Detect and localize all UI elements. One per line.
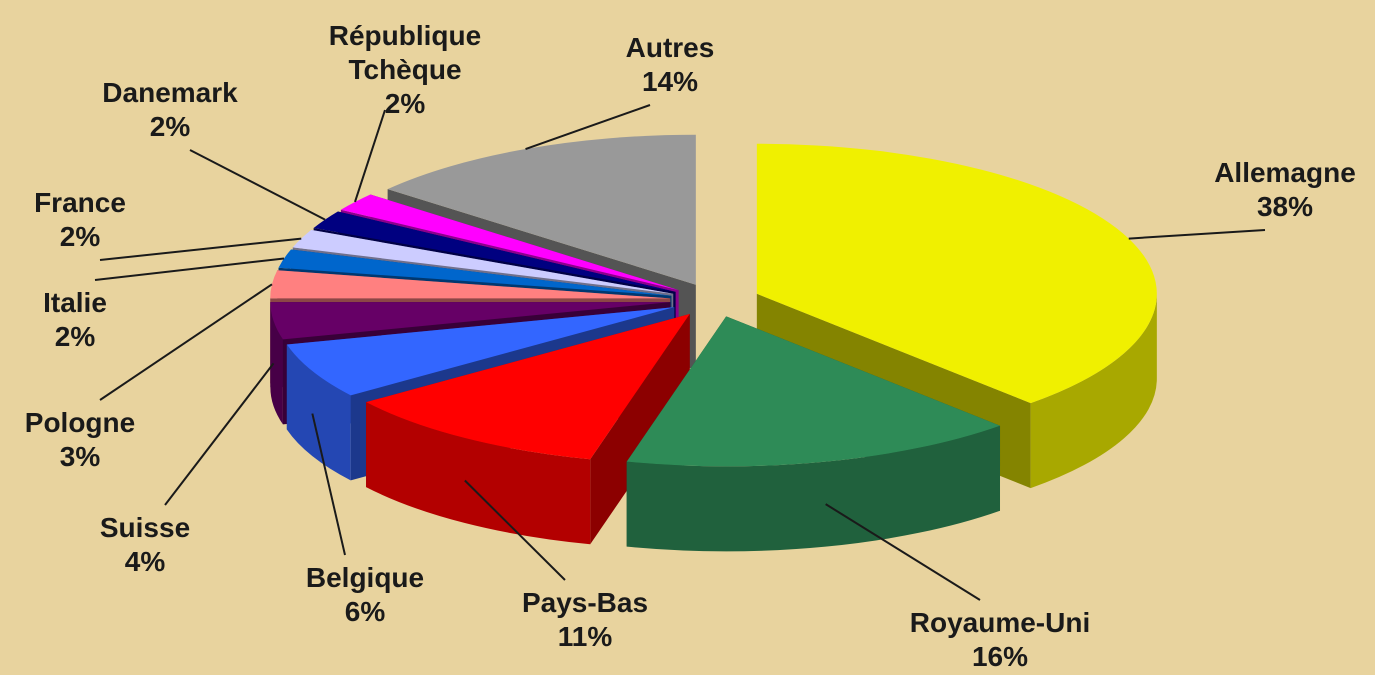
slice-label: Italie 2% xyxy=(0,286,190,354)
slice-label: France 2% xyxy=(0,186,195,254)
category-label: Autres xyxy=(625,32,715,63)
slice-label: Pologne 3% xyxy=(0,406,195,474)
value-label: 16% xyxy=(971,641,1029,672)
slice xyxy=(366,313,690,545)
category-label: Allemagne xyxy=(1214,157,1356,188)
category-label: Pays-Bas xyxy=(521,587,649,618)
slice-label: Allemagne 38% xyxy=(1170,156,1375,224)
leader-line xyxy=(825,503,981,601)
leader-line xyxy=(525,104,651,150)
value-label: 6% xyxy=(344,596,386,627)
value-label: 11% xyxy=(557,621,613,652)
category-label: France xyxy=(34,187,126,218)
value-label: 2% xyxy=(384,88,426,119)
slice-top xyxy=(626,316,1001,467)
leader-line xyxy=(99,237,302,261)
category-label: Royaume-Uni xyxy=(909,607,1091,638)
slice-label: République Tchèque 2% xyxy=(290,19,520,121)
leader-line xyxy=(354,109,386,203)
value-label: 38% xyxy=(1256,191,1314,222)
leader-line xyxy=(464,479,566,581)
slice-wall xyxy=(626,425,1001,552)
slice-top xyxy=(366,313,690,460)
slice-top xyxy=(278,249,672,296)
value-label: 14% xyxy=(641,66,699,97)
slice-top xyxy=(270,302,671,340)
slice-label: Suisse 4% xyxy=(30,511,260,579)
slice-label: Pays-Bas 11% xyxy=(470,586,700,654)
slice-label: Royaume-Uni 16% xyxy=(885,606,1115,674)
category-label: Suisse xyxy=(99,512,191,543)
slice-top xyxy=(286,307,675,396)
slice-label: Autres 14% xyxy=(555,31,785,99)
slice-label: Belgique 6% xyxy=(250,561,480,629)
slice xyxy=(626,316,1001,552)
value-label: 4% xyxy=(124,546,166,577)
leader-line xyxy=(99,283,273,401)
slice-top xyxy=(756,143,1157,404)
slice-wall xyxy=(366,402,591,545)
value-label: 2% xyxy=(149,111,191,142)
slice-top xyxy=(340,194,679,291)
category-label: République Tchèque xyxy=(328,20,482,85)
leader-line xyxy=(311,413,346,556)
value-label: 2% xyxy=(59,221,101,252)
slice-wall xyxy=(270,302,283,425)
category-label: Italie xyxy=(43,287,107,318)
slice-wall xyxy=(286,344,351,481)
slice-top xyxy=(292,229,674,294)
slice-wall xyxy=(1030,293,1157,489)
category-label: Belgique xyxy=(305,562,425,593)
slice-top xyxy=(313,211,676,292)
leader-line xyxy=(189,149,326,221)
leader-line xyxy=(94,257,285,281)
value-label: 3% xyxy=(59,441,101,472)
leader-line xyxy=(164,362,275,506)
value-label: 2% xyxy=(54,321,96,352)
category-label: Pologne xyxy=(24,407,136,438)
slice-label: Danemark 2% xyxy=(55,76,285,144)
leader-line xyxy=(1128,229,1266,240)
slice-top xyxy=(270,270,671,299)
slice-top xyxy=(387,134,696,285)
category-label: Danemark xyxy=(102,77,238,108)
